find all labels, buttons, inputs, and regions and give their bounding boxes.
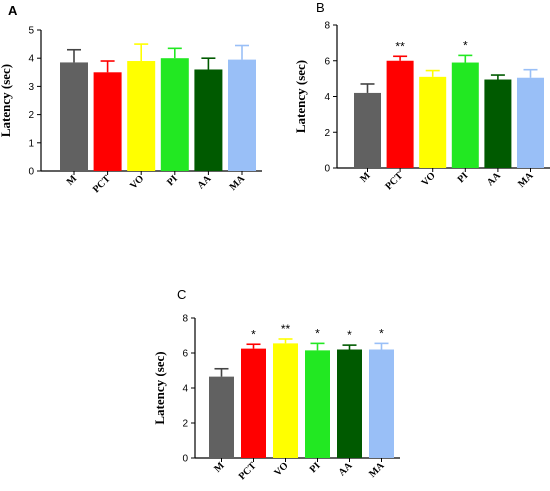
bar-pct bbox=[93, 72, 122, 171]
category-label: MA bbox=[367, 460, 387, 480]
category-label: M bbox=[212, 460, 227, 475]
significance-marker: * bbox=[463, 38, 468, 52]
panel-b: B Latency (sec) 0 2 4 6 8 M PCT ** VO PI * AA MA bbox=[293, 0, 550, 192]
bar-pct bbox=[386, 60, 414, 168]
category-label: PI bbox=[308, 460, 323, 475]
category-label: PCT bbox=[383, 170, 405, 192]
bar-ma bbox=[517, 77, 544, 168]
category-label: VO bbox=[128, 173, 146, 191]
category-label: M bbox=[65, 173, 80, 188]
y-tick-label: 4 bbox=[28, 54, 34, 65]
bar-aa bbox=[337, 349, 362, 458]
bar-pi bbox=[160, 58, 189, 172]
category-label: PI bbox=[165, 173, 180, 188]
bar-aa bbox=[194, 69, 223, 171]
y-tick-label: 6 bbox=[324, 56, 330, 67]
y-axis-label: Latency (sec) bbox=[152, 351, 167, 424]
y-tick-label: 6 bbox=[182, 349, 188, 360]
significance-marker: * bbox=[251, 327, 256, 341]
y-tick-label: 0 bbox=[28, 167, 34, 178]
category-label: PCT bbox=[91, 173, 113, 195]
category-label: MA bbox=[516, 170, 536, 190]
bar-m bbox=[60, 62, 88, 171]
bar-m bbox=[209, 376, 234, 458]
panel-c: C Latency (sec) 0 2 4 6 8 M PCT * VO ** PI * AA * MA * bbox=[152, 287, 400, 482]
y-tick-label: 2 bbox=[28, 110, 34, 121]
bar-ma bbox=[369, 349, 394, 458]
bar-pct bbox=[241, 348, 266, 458]
bar-vo bbox=[273, 343, 298, 458]
bar-vo bbox=[419, 76, 447, 168]
category-label: AA bbox=[337, 460, 356, 479]
category-label: PCT bbox=[237, 460, 259, 482]
category-label: M bbox=[358, 170, 373, 185]
bar-m bbox=[354, 92, 381, 168]
y-tick-label: 4 bbox=[324, 92, 330, 103]
bar-pi bbox=[451, 62, 479, 168]
y-tick-label: 8 bbox=[182, 314, 188, 325]
panel-label: C bbox=[177, 287, 186, 302]
bar-aa bbox=[484, 79, 512, 168]
panel-label: B bbox=[316, 0, 325, 15]
panel-a: A Latency (sec) 0 1 2 3 4 5 M PCT VO PI AA MA bbox=[0, 3, 262, 195]
y-tick-label: 2 bbox=[182, 419, 188, 430]
y-axis-label: Latency (sec) bbox=[0, 64, 13, 137]
category-label: AA bbox=[485, 170, 504, 189]
category-label: MA bbox=[228, 173, 248, 193]
significance-marker: * bbox=[379, 326, 384, 340]
category-label: PI bbox=[456, 170, 471, 185]
y-tick-label: 3 bbox=[28, 82, 34, 93]
panel-label: A bbox=[8, 3, 18, 18]
y-tick-label: 4 bbox=[182, 384, 188, 395]
significance-marker: * bbox=[315, 326, 320, 340]
y-tick-label: 0 bbox=[182, 454, 188, 465]
category-label: VO bbox=[272, 460, 290, 478]
bar-pi bbox=[305, 350, 330, 458]
y-tick-label: 1 bbox=[28, 138, 34, 149]
y-tick-label: 5 bbox=[28, 26, 34, 37]
significance-marker: ** bbox=[395, 39, 405, 53]
significance-marker: ** bbox=[281, 322, 291, 336]
category-label: AA bbox=[196, 173, 215, 192]
y-tick-label: 0 bbox=[324, 164, 330, 175]
bar-vo bbox=[127, 61, 156, 171]
category-label: VO bbox=[420, 170, 438, 188]
significance-marker: * bbox=[347, 328, 352, 342]
y-tick-label: 8 bbox=[324, 21, 330, 32]
y-axis-label: Latency (sec) bbox=[293, 60, 308, 133]
bar-ma bbox=[228, 59, 256, 171]
y-tick-label: 2 bbox=[324, 128, 330, 139]
